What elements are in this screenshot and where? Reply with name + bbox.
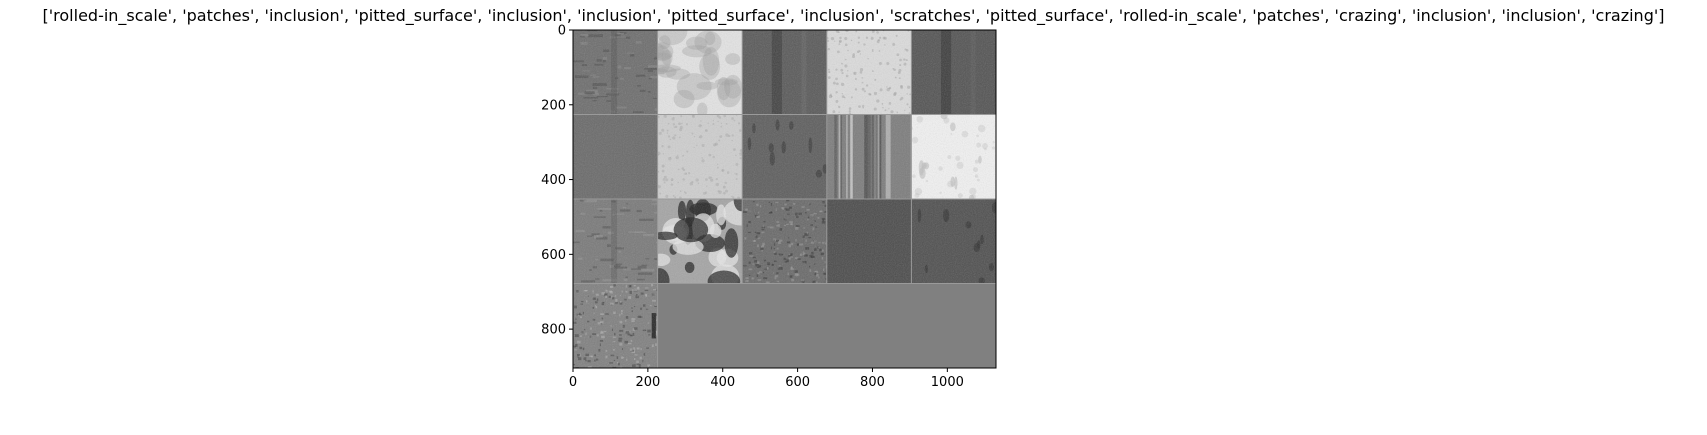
image-tile-patches [657,30,743,115]
image-tile-pitted-surface [911,114,996,199]
image-tile-inclusion [826,199,912,284]
axes: 0 200 400 600 800 1000 0 200 400 600 800 [541,24,997,390]
axes-frame [572,29,997,369]
x-tick-label: 600 [785,375,810,390]
y-tick-label: 0 [558,24,566,39]
image-tile-inclusion [573,114,658,199]
x-tick-label: 1000 [931,375,964,390]
chart-title: ['rolled-in_scale', 'patches', 'inclusio… [42,6,1665,25]
image-tile-pitted-surface [657,114,743,199]
image-tile-inclusion [742,114,827,199]
image-tile-inclusion [911,30,996,115]
image-tile-pitted-surface [826,30,912,115]
x-tick-label: 0 [569,375,577,390]
image-tiles [573,30,997,368]
y-tick-label: 400 [541,173,566,188]
image-tile-crazing [573,283,658,368]
x-tick-label: 400 [710,375,735,390]
tile-separators [573,30,996,368]
x-tick-label: 200 [635,375,660,390]
image-tile-patches [657,199,743,284]
y-tick-label: 600 [541,248,566,263]
image-tile-crazing [742,199,827,284]
image-tile-rolled-in-scale [573,199,658,284]
image-tile-rolled-in-scale [573,30,658,115]
image-tile-inclusion [742,30,827,115]
y-tick-label: 200 [541,98,566,113]
image-tile-inclusion [911,199,997,284]
y-tick-label: 800 [541,323,566,338]
image-tile-scratches [826,114,912,199]
x-tick-label: 800 [860,375,885,390]
